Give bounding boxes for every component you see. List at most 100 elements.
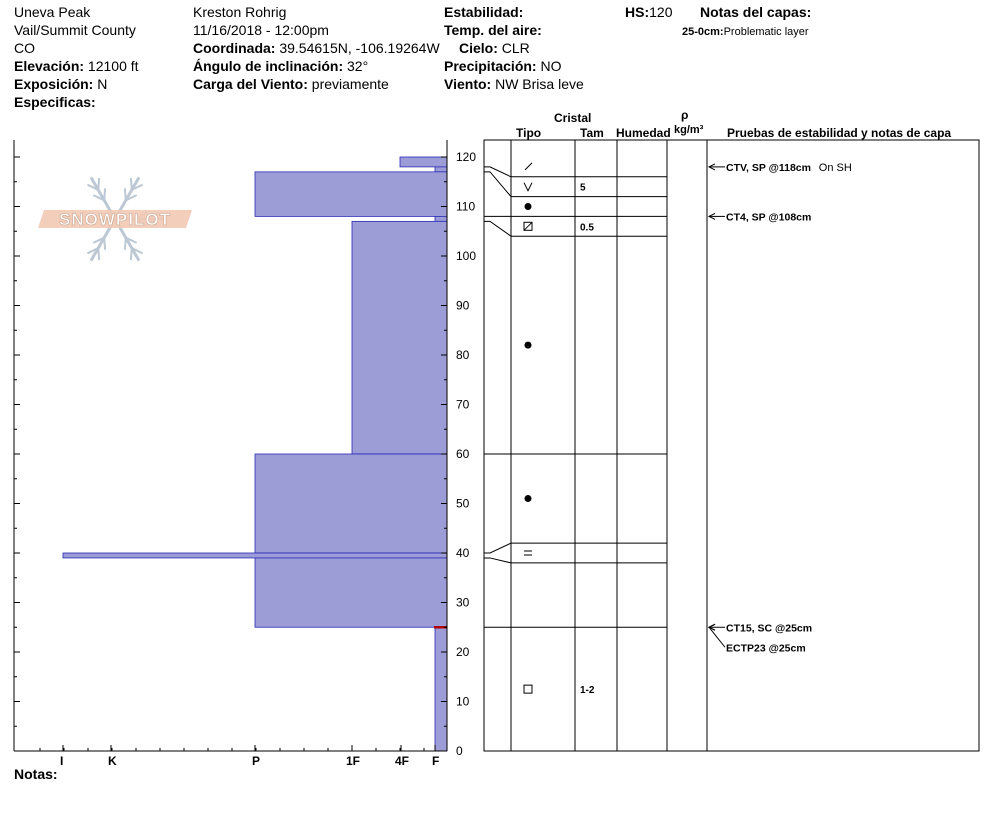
slope-value: 32° [347, 58, 369, 74]
faceted-icon [523, 684, 533, 694]
location: Uneva Peak [14, 4, 91, 20]
depth-tick-label: 60 [456, 447, 470, 461]
chart-frame [13, 140, 448, 752]
precip-label: Precipitación: [444, 58, 537, 74]
wind-load: Carga del Viento: previamente [193, 76, 389, 93]
tests-header: Pruebas de estabilidad y notas de capa [727, 126, 952, 140]
rounded-grains-icon [524, 203, 532, 210]
hs-value: 120 [649, 4, 673, 20]
depth-tick-label: 40 [456, 546, 470, 560]
hardness-bar [254, 171, 448, 217]
snowpilot-logo: SNOWPILOT [38, 176, 192, 262]
stability-label: Estabilidad: [444, 4, 524, 20]
sky-value: CLR [501, 40, 530, 56]
snowflake-branch [97, 248, 101, 261]
observer: Kreston Rohrig [193, 4, 287, 20]
layer-connector [484, 220, 512, 237]
crystal-header: Cristal [554, 111, 592, 125]
snowflake-branch [92, 236, 105, 244]
test-arrowhead [707, 212, 716, 220]
test-arrowhead [707, 623, 716, 631]
humidity-header: Humedad [616, 126, 671, 140]
region: Vail/Summit County [14, 22, 136, 38]
crystal-size-label: 5 [580, 183, 586, 194]
coord-label: Coordinada: [193, 40, 276, 56]
depth-axis: 0 10 20 30 40 50 60 70 80 90 100 110 120 [14, 150, 476, 758]
snowflake-branch [123, 237, 127, 250]
sky: Cielo: CLR [459, 40, 530, 57]
depth-tick-label: 20 [456, 645, 470, 659]
notes-label: Notas: [14, 766, 58, 782]
hardness-tick-label: I [60, 754, 63, 768]
hardness-bar [254, 557, 448, 628]
depth-tick-label: 50 [456, 497, 470, 511]
aspect: Exposición: N [14, 76, 107, 93]
hardness-axis: I K P 1F 4F F [39, 745, 439, 768]
logo-text: SNOWPILOT [59, 210, 171, 229]
snowflake-branch [92, 194, 105, 202]
hardness-tick-label: P [252, 754, 260, 768]
coordinates: Coordinada: 39.54615N, -106.19264W [193, 40, 440, 57]
snowflake-branch [86, 247, 99, 255]
wind: Viento: NW Brisa leve [444, 76, 584, 93]
snow-height: HS:120 [625, 4, 672, 21]
layer-note-text: Problematic layer [723, 26, 809, 38]
wind-label: Viento: [444, 76, 492, 92]
test-arrow [708, 626, 726, 648]
stability-test-label: CT15, SC @25cm [726, 622, 812, 634]
snowflake-branch [123, 188, 127, 201]
slope-label: Ángulo de inclinación: [193, 58, 344, 74]
depth-tick-label: 0 [456, 744, 463, 758]
test-arrowhead [707, 163, 716, 171]
mixed-faceted-icon [523, 221, 533, 231]
hs-label: HS: [625, 4, 650, 20]
layer-connector [484, 542, 512, 554]
snowflake-branch [97, 177, 101, 190]
depth-tick-label: 10 [456, 695, 470, 709]
rounded-grains-icon [524, 495, 532, 503]
sky-label: Cielo: [459, 40, 498, 56]
rounded-grains-icon [524, 341, 532, 349]
layer-connector [484, 171, 512, 197]
precipitation: Precipitación: NO [444, 58, 561, 75]
hardness-profile [62, 156, 448, 752]
elevation-value: 12100 ft [87, 58, 139, 74]
snowflake-branch [129, 248, 133, 261]
wind-value: NW Brisa leve [495, 76, 584, 92]
depth-tick-label: 90 [456, 299, 470, 313]
aspect-label: Exposición: [14, 76, 94, 92]
snowflake-branch [103, 237, 107, 250]
air-temp-label: Temp. del aire: [444, 22, 542, 38]
snowflake-branch [129, 177, 133, 190]
snowflake-branch [131, 247, 144, 255]
depth-tick-label: 80 [456, 348, 470, 362]
crystal-size-label: 0.5 [580, 222, 594, 233]
density-unit-header: kg/m³ [674, 124, 704, 136]
depth-tick-label: 110 [456, 200, 475, 214]
melt-freeze-crust-icon [524, 550, 532, 556]
hardness-bar [434, 166, 448, 173]
elevation-label: Elevación: [14, 58, 85, 74]
elevation: Elevación: 12100 ft [14, 58, 139, 75]
precip-value: NO [540, 58, 562, 74]
stability-test-label: ECTP23 @25cm [726, 642, 806, 654]
wind-load-label: Carga del Viento: [193, 76, 308, 92]
layer-connector [484, 557, 512, 564]
depth-tick-label: 70 [456, 398, 470, 412]
size-header: Tam [580, 126, 604, 140]
rho-header: ρ [681, 108, 689, 122]
layer-connector [484, 166, 512, 178]
depth-tick-label: 120 [456, 150, 476, 164]
hardness-bar [434, 215, 448, 222]
depth-tick-label: 100 [456, 249, 476, 263]
surface-hoar-icon [523, 182, 533, 192]
crystal-table: 5 0.5 1-2 [483, 139, 980, 752]
hardness-bar [254, 453, 448, 554]
hardness-bar [62, 552, 448, 559]
state: CO [14, 40, 35, 56]
snowflake-branch [131, 183, 144, 191]
aspect-value: N [97, 76, 108, 92]
hardness-bar [351, 220, 448, 455]
wind-load-value: previamente [311, 76, 389, 92]
